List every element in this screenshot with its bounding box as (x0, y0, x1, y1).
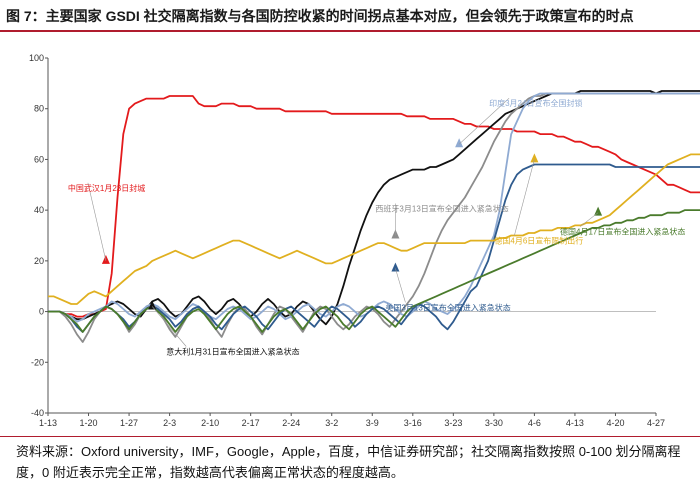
x-tick-label: 4-27 (647, 418, 665, 428)
y-tick-label: 80 (34, 104, 44, 114)
x-tick-label: 4-6 (528, 418, 541, 428)
y-tick-label: 40 (34, 205, 44, 215)
annotation-leader (579, 212, 599, 227)
y-tick-label: -20 (31, 357, 44, 367)
y-tick-label: 60 (34, 154, 44, 164)
annotation-leader (514, 159, 535, 236)
series-line (48, 153, 700, 305)
series-line (48, 92, 700, 343)
x-tick-label: 3-30 (485, 418, 503, 428)
event-marker-triangle (530, 153, 539, 163)
annotation-label: 美国3月13日宣布全国进入紧急状态 (385, 302, 510, 312)
x-tick-label: 2-17 (242, 418, 260, 428)
y-tick-label: 100 (29, 53, 44, 63)
event-marker-triangle (101, 254, 110, 264)
chart-axes: -40 -20 0 20 40 60 80 100 1-13 1-20 1-27 2-3 2-10 2-1… (29, 53, 665, 428)
annotation-label: 意大利1月31日宣布全国进入紧急状态 (166, 347, 299, 357)
source-note: 资料来源：Oxford university，IMF，Google，Apple，… (16, 444, 681, 480)
annotation-label: 印度3月24日宣布全国封锁 (489, 98, 582, 108)
y-tick-label: 20 (34, 256, 44, 266)
line-chart: -40 -20 0 20 40 60 80 100 1-13 1-20 1-27 2-3 2-10 2-1… (29, 53, 700, 428)
series-line (48, 92, 700, 323)
x-tick-label: 3-16 (404, 418, 422, 428)
annotation-leader (151, 306, 187, 347)
x-tick-label: 3-23 (444, 418, 462, 428)
annotation-label: 中国武汉1月23日封城 (68, 183, 145, 193)
event-marker-triangle (594, 206, 603, 216)
series-line (48, 163, 700, 333)
x-tick-label: 2-24 (282, 418, 300, 428)
chart-event-markers (101, 138, 603, 310)
source-divider (0, 436, 700, 437)
x-tick-label: 3-2 (325, 418, 338, 428)
annotation-leader (87, 182, 107, 261)
annotation-leader (458, 97, 510, 145)
x-tick-label: 2-10 (201, 418, 219, 428)
x-tick-label: 1-20 (80, 418, 98, 428)
annotation-label: 德国4月6日宣布限制出行 (494, 235, 583, 245)
annotation-label: 西班牙3月13日宣布全国进入紧急状态 (375, 204, 508, 214)
x-tick-label: 4-20 (606, 418, 624, 428)
chart-labels: 印度意大利西班牙日本美国德国中国中国武汉1月23日封城意大利1月31日宣布全国进… (68, 97, 685, 357)
y-tick-label: 0 (39, 307, 44, 317)
x-tick-label: 4-13 (566, 418, 584, 428)
y-tick-label: -40 (31, 408, 44, 418)
annotation-label: 德国4月17日宣布全国进入紧急状态 (560, 227, 685, 237)
x-tick-label: 1-27 (120, 418, 138, 428)
series-line (48, 95, 700, 318)
event-marker-triangle (148, 300, 157, 310)
series-line (48, 90, 700, 326)
annotation-leader (395, 268, 406, 303)
figure-title: 图 7：主要国家 GSDI 社交隔离指数与各国防控收紧的时间拐点基本对应，但会领… (6, 8, 634, 24)
x-tick-label: 2-3 (163, 418, 176, 428)
title-divider (0, 30, 700, 32)
series-line (48, 209, 700, 333)
event-marker-triangle (455, 138, 464, 148)
chart-series (48, 90, 700, 343)
x-tick-label: 3-9 (366, 418, 379, 428)
x-tick-label: 1-13 (39, 418, 57, 428)
event-marker-triangle (391, 262, 400, 272)
